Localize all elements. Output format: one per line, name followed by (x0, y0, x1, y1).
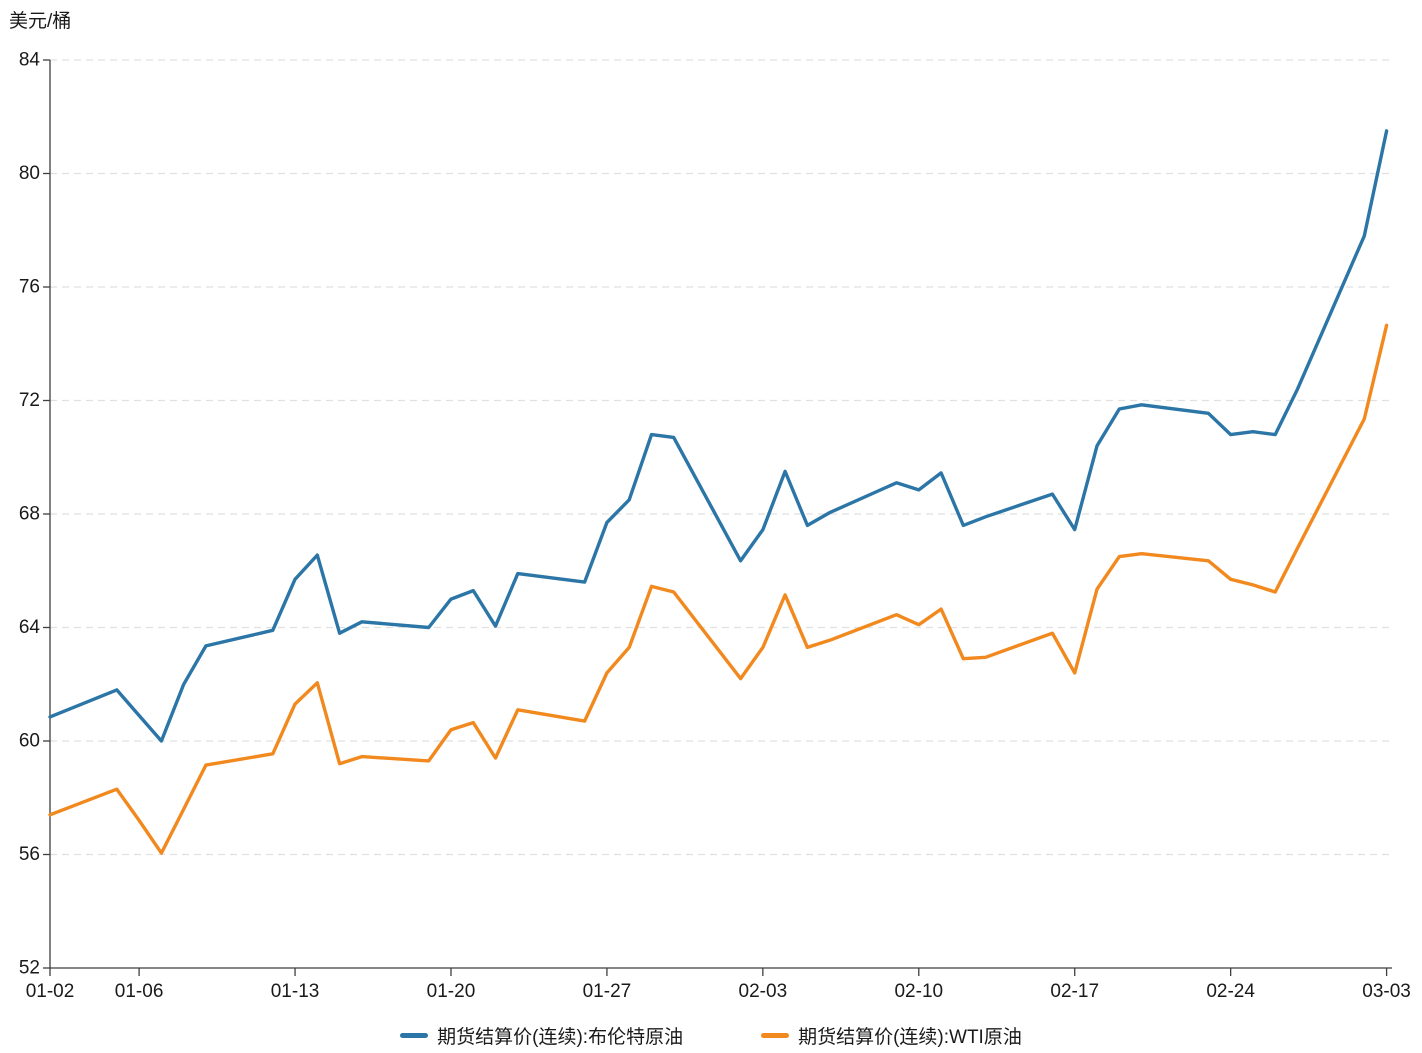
y-tick-label: 84 (19, 50, 41, 71)
y-tick-label: 72 (19, 390, 40, 411)
brent-series-line[interactable] (48, 129, 1389, 743)
y-tick-label: 60 (19, 731, 40, 752)
legend: 期货结算价(连续):布伦特原油 期货结算价(连续):WTI原油 (0, 1018, 1422, 1053)
x-tick-label: 03-03 (1362, 981, 1411, 1002)
x-tick-label: 02-10 (894, 981, 943, 1002)
brent-legend-label: 期货结算价(连续):布伦特原油 (437, 1027, 684, 1048)
legend-item-wti[interactable]: 期货结算价(连续):WTI原油 (761, 1022, 1022, 1049)
brent-legend-swatch (400, 1033, 429, 1038)
wti-series-line[interactable] (48, 323, 1389, 855)
y-axis-unit-label: 美元/桶 (9, 11, 72, 32)
price-line-chart[interactable]: 52 56 60 64 68 72 76 80 84 01-02 01-06 01-13 01-20 01… (0, 0, 1422, 1012)
x-tick-label: 02-24 (1206, 981, 1255, 1002)
x-tick-label: 01-20 (427, 981, 476, 1002)
y-tick-label: 52 (19, 958, 40, 979)
y-tick-label: 80 (19, 163, 40, 184)
x-tick-label: 02-17 (1050, 981, 1099, 1002)
x-tick-label: 02-03 (739, 981, 788, 1002)
y-tick-label: 56 (19, 844, 40, 865)
x-tick-label: 01-02 (26, 981, 75, 1002)
y-tick-label: 68 (19, 504, 40, 525)
y-tick-label: 76 (19, 277, 40, 298)
wti-legend-swatch (761, 1033, 790, 1038)
x-tick-label: 01-06 (115, 981, 164, 1002)
x-tick-label: 01-13 (271, 981, 320, 1002)
legend-item-brent[interactable]: 期货结算价(连续):布伦特原油 (400, 1022, 683, 1049)
y-tick-label: 64 (19, 617, 41, 638)
x-tick-label: 01-27 (583, 981, 632, 1002)
wti-legend-label: 期货结算价(连续):WTI原油 (798, 1027, 1022, 1048)
